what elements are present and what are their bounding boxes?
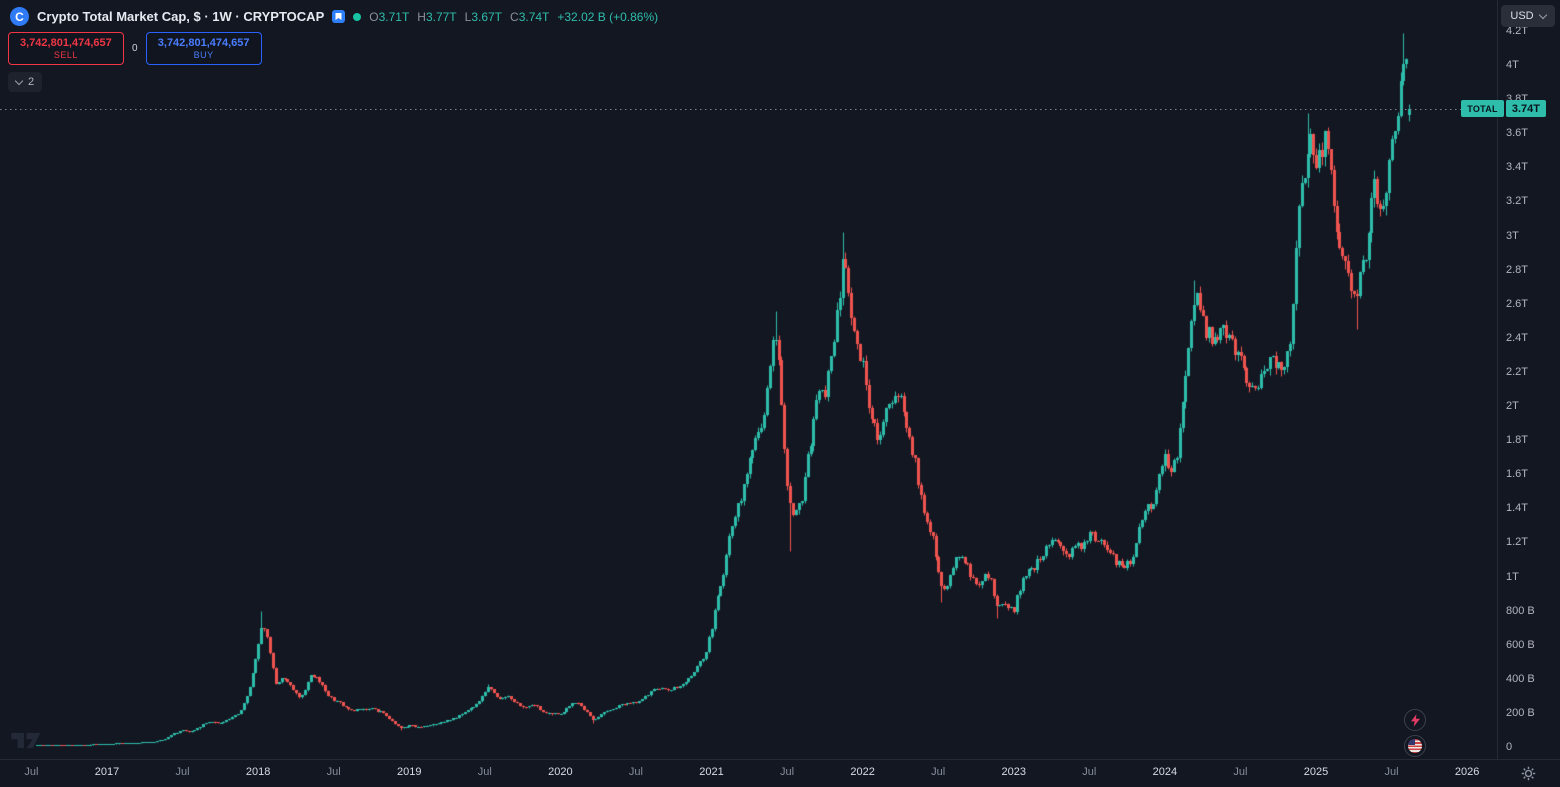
time-axis-label: Jul (477, 766, 492, 778)
time-axis-label: Jul (175, 766, 190, 778)
economic-calendar-button[interactable] (1404, 735, 1426, 757)
time-axis-label: Jul (1082, 766, 1097, 778)
sell-button[interactable]: 3,742,801,474,657 SELL (8, 32, 124, 65)
price-axis-label: 1.8T (1506, 434, 1529, 447)
price-axis-label: 0 (1506, 741, 1513, 753)
time-axis-label: 2020 (548, 766, 573, 778)
time-axis-label: Jul (780, 766, 795, 778)
time-axis-label: 2023 (1001, 766, 1026, 778)
price-axis-label: 2.6T (1506, 297, 1529, 310)
time-axis-label: 2018 (245, 766, 271, 778)
time-axis-label: Jul (1233, 766, 1248, 778)
settings-gear-button[interactable] (1521, 766, 1536, 781)
trade-panel: 3,742,801,474,657 SELL 0 3,742,801,474,6… (8, 32, 262, 65)
price-axis-label: 2.4T (1506, 331, 1529, 344)
price-tag-value: 3.74T (1505, 100, 1546, 117)
object-tree-count-button[interactable]: 2 (8, 72, 43, 92)
price-axis-label: 3.4T (1506, 161, 1529, 174)
price-axis-label: 4.2T (1506, 25, 1529, 37)
ohlc-low-value: 3.67T (471, 9, 503, 24)
time-axis-label: 2017 (94, 766, 120, 778)
price-axis-label: 1.2T (1506, 536, 1529, 549)
chevron-down-icon (1538, 10, 1547, 20)
time-axis-label: 2025 (1303, 766, 1329, 778)
price-axis-label: 3.6T (1506, 127, 1529, 140)
time-axis-label: Jul (931, 766, 946, 778)
price-axis-label: 1.6T (1506, 468, 1529, 481)
time-axis-label: Jul (628, 766, 643, 778)
price-tag-symbol: TOTAL (1461, 100, 1504, 117)
candlestick-chart-canvas[interactable] (0, 0, 1497, 760)
symbol-title[interactable]: Crypto Total Market Cap, $ · 1W · CRYPTO… (37, 9, 325, 24)
price-axis-label: 2.2T (1506, 365, 1529, 378)
hot-list-button[interactable] (1404, 709, 1426, 731)
price-axis-label: 2.8T (1506, 263, 1529, 276)
quick-action-buttons (1404, 709, 1426, 757)
price-axis-label: 800 B (1506, 604, 1535, 617)
price-axis-label: 200 B (1506, 706, 1535, 719)
ohlc-close-label: C (510, 9, 519, 24)
price-axis-label: 400 B (1506, 672, 1535, 685)
ohlc-low-label: L (464, 9, 472, 24)
time-axis-label: 2022 (850, 766, 875, 778)
symbol-header: C Crypto Total Market Cap, $ · 1W · CRYP… (10, 7, 658, 26)
sell-label: SELL (53, 50, 78, 60)
spread-value: 0 (131, 43, 138, 54)
price-axis-label: 600 B (1506, 638, 1535, 651)
buy-button[interactable]: 3,742,801,474,657 BUY (145, 32, 262, 65)
time-axis-label: 2021 (699, 766, 724, 778)
layers-count: 2 (28, 76, 35, 88)
price-axis-label: 4T (1506, 59, 1519, 72)
time-axis-label: 2024 (1152, 766, 1178, 778)
price-axis-label: 3T (1506, 229, 1519, 242)
ohlc-open-label: O (369, 9, 379, 24)
buy-price: 3,742,801,474,657 (157, 37, 250, 49)
sell-price: 3,742,801,474,657 (20, 37, 112, 49)
us-flag-icon (1408, 739, 1422, 753)
time-axis-label: Jul (1384, 766, 1399, 778)
time-axis-label: 2026 (1454, 766, 1480, 778)
market-status-dot (353, 12, 362, 21)
price-axis-label: 2T (1506, 400, 1519, 413)
lightning-icon (1410, 713, 1420, 727)
price-axis-label: 1.4T (1506, 502, 1529, 515)
price-axis-label: 3.2T (1506, 195, 1529, 208)
ohlc-change: +32.02 B (+0.86%) (557, 9, 659, 24)
currency-dropdown[interactable]: USD (1501, 5, 1555, 27)
time-axis-label: Jul (326, 766, 341, 778)
price-axis-label: 1T (1506, 570, 1519, 583)
ohlc-high-label: H (417, 9, 426, 24)
ohlc-readout: O3.71T H3.77T L3.67T C3.74T +32.02 B (+0… (369, 10, 658, 24)
chevron-down-icon (14, 76, 24, 86)
ohlc-high-value: 3.77T (425, 9, 457, 24)
cryptocap-logo-icon[interactable]: C (10, 7, 29, 26)
buy-label: BUY (193, 50, 214, 60)
time-axis-label: 2019 (397, 766, 422, 778)
axis-corner (1497, 759, 1560, 787)
tradingview-logo-watermark[interactable] (10, 729, 48, 757)
price-axis[interactable]: 4.2T4T3.8T3.6T3.4T3.2T3T2.8T2.6T2.4T2.2T… (1497, 0, 1560, 760)
ohlc-open-value: 3.71T (378, 9, 410, 24)
bookmark-flag-icon[interactable] (332, 10, 346, 23)
last-price-line (0, 109, 1497, 110)
time-axis-label: Jul (24, 766, 39, 778)
last-price-tag: TOTAL 3.74T (1461, 100, 1546, 117)
currency-label: USD (1510, 10, 1534, 22)
ohlc-close-value: 3.74T (518, 9, 550, 24)
time-axis[interactable]: Jul 2017 Jul 2018 Jul 2019 Jul 2020 Jul 2021 Jul 20… (0, 759, 1497, 787)
